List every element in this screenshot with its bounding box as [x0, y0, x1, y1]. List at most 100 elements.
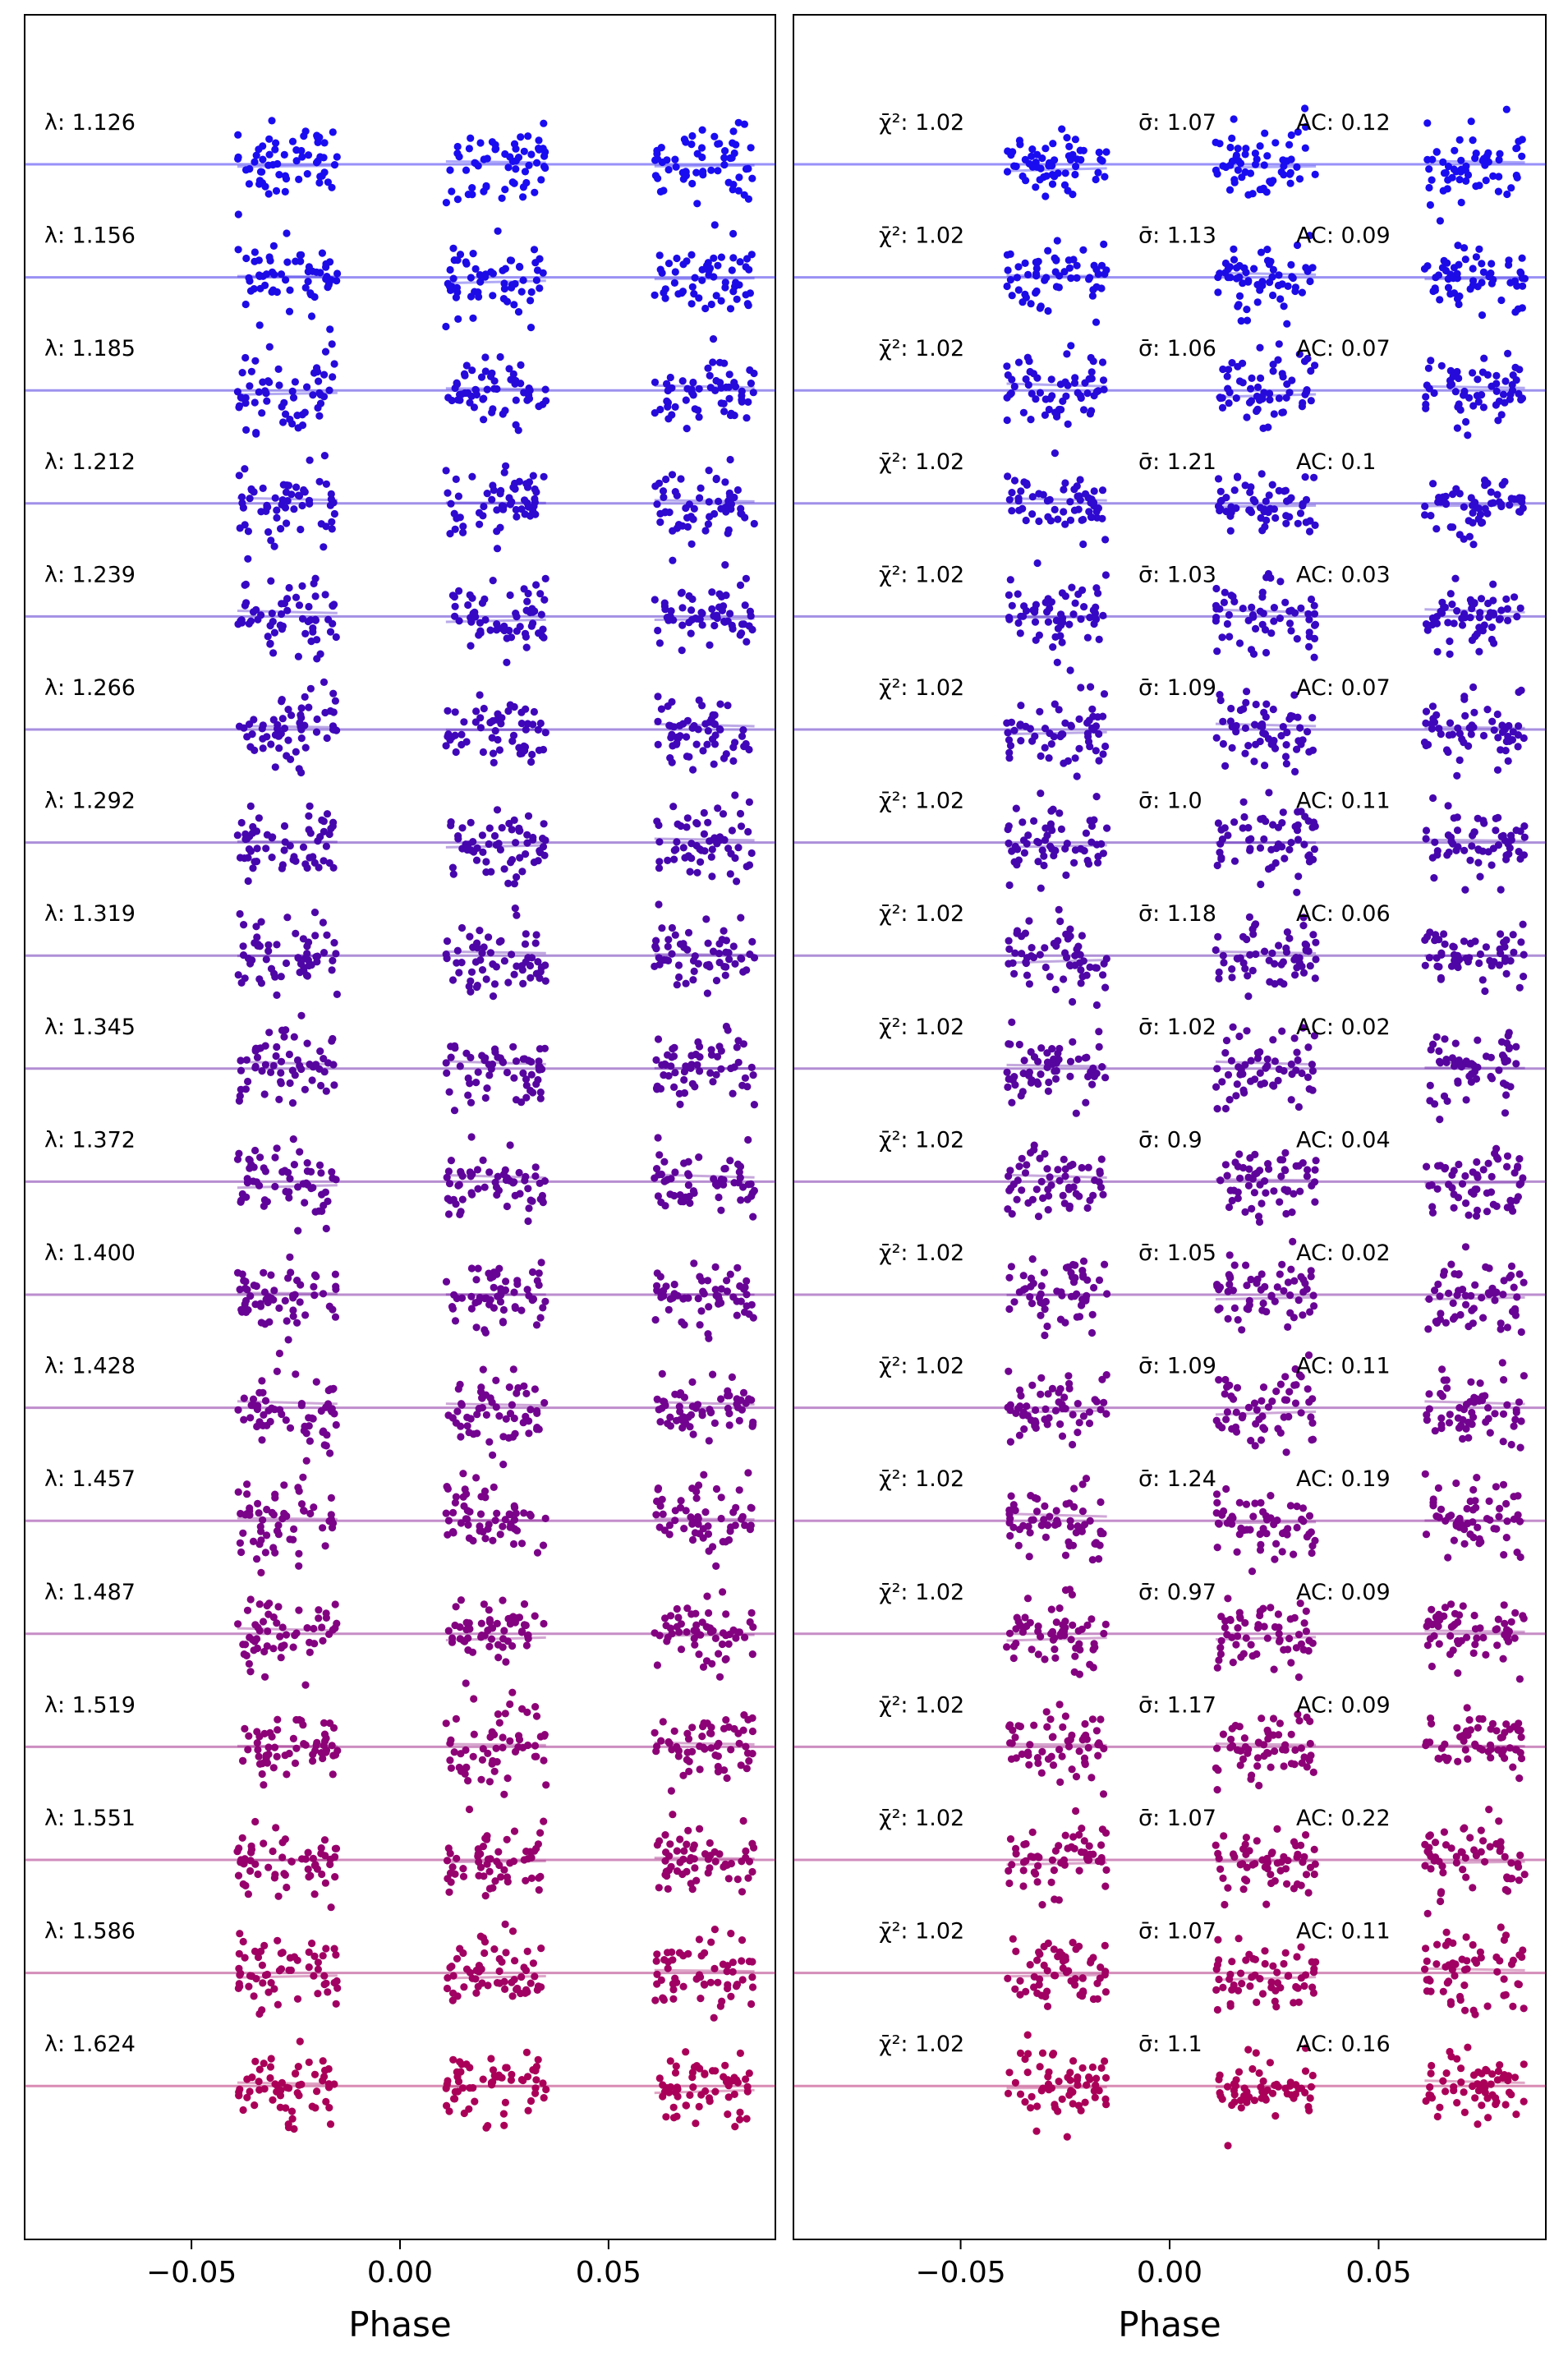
data-point: [1430, 874, 1437, 881]
data-point: [1069, 610, 1077, 618]
data-point: [1442, 941, 1449, 948]
data-point: [291, 1632, 298, 1639]
data-point: [1517, 605, 1524, 612]
data-point: [745, 746, 752, 753]
data-point: [525, 812, 532, 820]
data-point: [482, 1094, 490, 1102]
data-point: [317, 1850, 324, 1857]
data-point: [738, 620, 746, 628]
data-point: [735, 1179, 743, 1186]
data-point: [1451, 575, 1459, 582]
data-point: [1215, 475, 1222, 482]
data-point: [313, 2087, 320, 2095]
x-tick-label: 0.00: [367, 2256, 433, 2290]
data-point: [522, 179, 530, 186]
data-point: [504, 1774, 512, 1782]
data-point: [496, 1968, 504, 1975]
data-point: [447, 1850, 454, 1857]
data-point: [447, 500, 454, 508]
data-point: [733, 877, 740, 885]
data-point: [1308, 596, 1315, 603]
data-point: [533, 931, 540, 938]
data-point: [1303, 946, 1310, 954]
data-point: [286, 287, 293, 294]
data-point: [654, 693, 661, 700]
data-point: [297, 1298, 304, 1305]
data-point: [519, 193, 526, 200]
data-point: [497, 1873, 504, 1880]
data-point: [659, 1496, 666, 1503]
data-point: [259, 1770, 266, 1778]
data-point: [1237, 706, 1244, 714]
data-point: [500, 1791, 508, 1798]
data-point: [744, 1196, 752, 1204]
data-point: [292, 378, 299, 385]
data-point: [531, 1972, 538, 1980]
data-point: [537, 176, 545, 183]
data-point: [1425, 165, 1432, 173]
data-point: [1048, 740, 1055, 748]
data-point: [1275, 840, 1282, 848]
data-point: [314, 837, 321, 845]
data-point: [1311, 654, 1318, 661]
data-point: [714, 804, 721, 812]
data-point: [1081, 847, 1088, 854]
data-point: [308, 1940, 315, 1947]
data-point: [306, 1438, 314, 1445]
data-point: [1077, 392, 1084, 399]
data-point: [670, 856, 678, 863]
data-point: [1011, 383, 1019, 390]
data-point: [1083, 972, 1091, 979]
data-point: [333, 269, 341, 277]
data-point: [1276, 578, 1284, 585]
data-point: [733, 1312, 741, 1319]
data-point: [724, 2110, 731, 2118]
data-point: [257, 1536, 264, 1544]
data-point: [722, 963, 729, 970]
data-point: [502, 2064, 509, 2071]
data-point: [709, 2067, 716, 2074]
data-point: [677, 475, 684, 482]
data-point: [1242, 150, 1249, 158]
data-point: [481, 1535, 489, 1542]
data-point: [531, 1703, 539, 1710]
data-point: [1462, 418, 1469, 426]
data-point: [270, 1764, 278, 1771]
data-point: [468, 1133, 476, 1140]
data-point: [1101, 536, 1109, 543]
data-point: [541, 836, 549, 844]
data-point: [320, 154, 328, 161]
data-point: [235, 210, 242, 218]
data-point: [513, 513, 520, 520]
data-point: [727, 305, 734, 312]
data-point: [1515, 508, 1523, 515]
data-point: [673, 1417, 680, 1424]
data-point: [1499, 481, 1506, 489]
data-point: [1306, 633, 1313, 640]
data-point: [687, 387, 695, 394]
data-point: [295, 2063, 302, 2070]
data-point: [313, 958, 320, 965]
data-point: [652, 1747, 660, 1755]
data-point: [747, 144, 755, 151]
data-point: [696, 2103, 703, 2110]
data-point: [1281, 854, 1288, 862]
data-point: [744, 1136, 752, 1144]
data-point: [1216, 269, 1223, 277]
x-axis-label: Phase: [348, 2304, 451, 2345]
data-point: [684, 717, 692, 725]
data-point: [241, 354, 249, 361]
data-point: [538, 611, 545, 619]
data-point: [1042, 599, 1050, 606]
data-point: [501, 1986, 508, 1993]
series-label: λ: 1.319: [44, 901, 136, 927]
data-point: [317, 1082, 324, 1089]
data-point: [674, 1848, 681, 1855]
data-point: [651, 1175, 658, 1182]
data-point: [727, 1065, 734, 1072]
data-point: [1004, 283, 1011, 290]
data-point: [1235, 1033, 1243, 1040]
data-point: [282, 838, 289, 845]
data-point: [518, 868, 526, 875]
data-point: [270, 1511, 278, 1518]
